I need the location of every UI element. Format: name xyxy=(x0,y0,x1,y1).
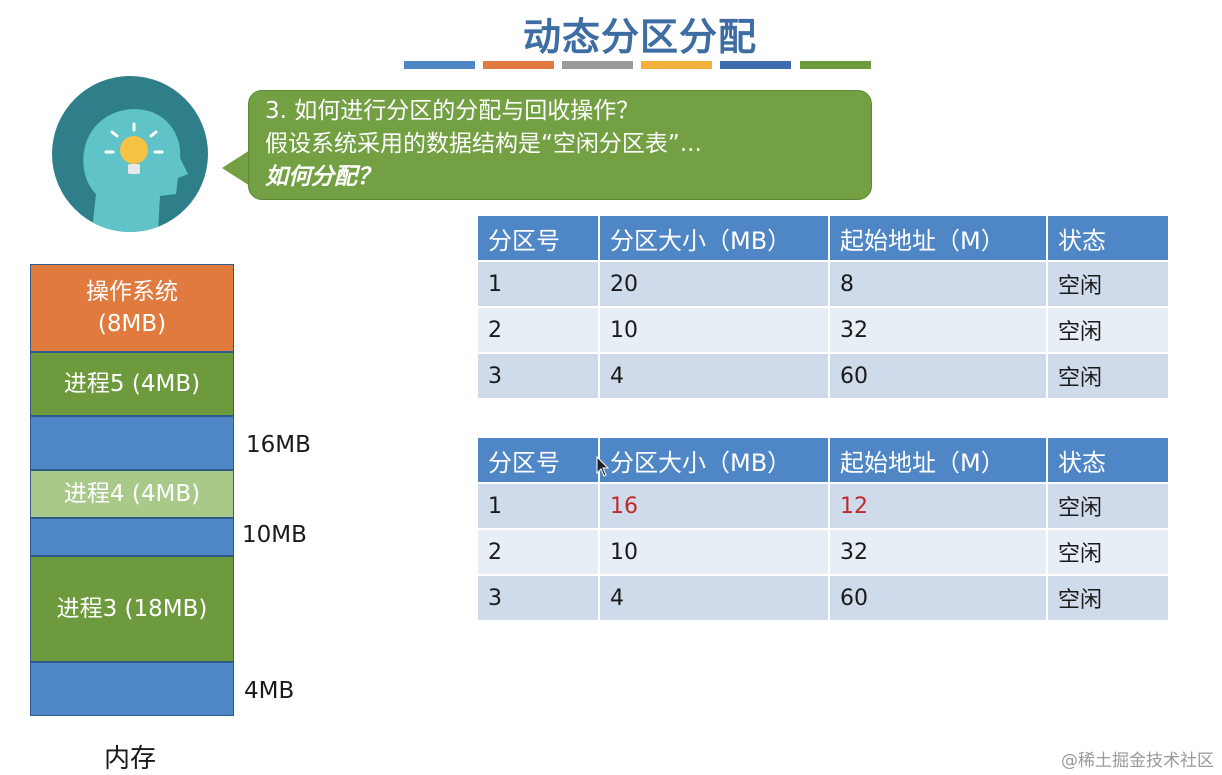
cell: 20 xyxy=(600,262,828,306)
free-partition-table-before: 分区号 分区大小（MB） 起始地址（M） 状态 1 20 8 空闲 2 10 3… xyxy=(476,214,1170,400)
bubble-line-3: 如何分配？ xyxy=(265,164,380,190)
cell: 空闲 xyxy=(1048,308,1168,352)
memory-caption: 内存 xyxy=(104,744,157,774)
free-size-label: 10MB xyxy=(242,522,307,548)
process3-label: 进程3 (18MB) xyxy=(56,596,208,622)
process4-label: 进程4 (4MB) xyxy=(63,481,201,507)
free-block-10mb xyxy=(30,518,234,556)
title-bar-2 xyxy=(483,61,554,69)
title-bar-5 xyxy=(720,61,791,69)
logo-watermark xyxy=(0,0,160,22)
cell-updated-address: 12 xyxy=(830,484,1046,528)
cell: 空闲 xyxy=(1048,262,1168,306)
header-partition-size: 分区大小（MB） xyxy=(600,438,828,482)
mouse-cursor-icon xyxy=(596,456,610,477)
cell: 2 xyxy=(478,308,598,352)
table-row: 1 16 12 空闲 xyxy=(478,484,1168,528)
header-status: 状态 xyxy=(1048,438,1168,482)
site-watermark: @稀土掘金技术社区 xyxy=(1061,751,1214,771)
cell: 3 xyxy=(478,354,598,398)
bubble-line-2: 假设系统采用的数据结构是“空闲分区表”... xyxy=(265,131,702,157)
title-bar-4 xyxy=(641,61,712,69)
free-block-4mb xyxy=(30,662,234,716)
cell: 4 xyxy=(600,576,828,620)
os-block: 操作系统 (8MB) xyxy=(30,264,234,352)
cell: 1 xyxy=(478,484,598,528)
cell: 空闲 xyxy=(1048,576,1168,620)
cell: 空闲 xyxy=(1048,484,1168,528)
process4-block: 进程4 (4MB) xyxy=(30,470,234,518)
cell: 32 xyxy=(830,530,1046,574)
header-partition-no: 分区号 xyxy=(478,438,598,482)
cell: 4 xyxy=(600,354,828,398)
cell: 3 xyxy=(478,576,598,620)
title-bar-1 xyxy=(404,61,475,69)
speech-bubble: 3. 如何进行分区的分配与回收操作？ 假设系统采用的数据结构是“空闲分区表”..… xyxy=(248,90,872,200)
bubble-line-1: 3. 如何进行分区的分配与回收操作？ xyxy=(265,98,640,124)
free-block-16mb xyxy=(30,416,234,470)
header-partition-size: 分区大小（MB） xyxy=(600,216,828,260)
cell: 60 xyxy=(830,354,1046,398)
table-row: 3 4 60 空闲 xyxy=(478,576,1168,620)
cell: 10 xyxy=(600,308,828,352)
page-title: 动态分区分配 xyxy=(522,15,757,59)
table-header-row: 分区号 分区大小（MB） 起始地址（M） 状态 xyxy=(478,216,1168,260)
free-size-label: 4MB xyxy=(244,678,295,704)
cell: 2 xyxy=(478,530,598,574)
cell: 10 xyxy=(600,530,828,574)
table-header-row: 分区号 分区大小（MB） 起始地址（M） 状态 xyxy=(478,438,1168,482)
os-label: 操作系统 xyxy=(86,279,178,305)
cell: 8 xyxy=(830,262,1046,306)
speech-bubble-tail xyxy=(222,150,250,186)
table-row: 2 10 32 空闲 xyxy=(478,530,1168,574)
process5-block: 进程5 (4MB) xyxy=(30,352,234,416)
cell: 60 xyxy=(830,576,1046,620)
header-partition-no: 分区号 xyxy=(478,216,598,260)
title-bar-3 xyxy=(562,61,633,69)
table-row: 2 10 32 空闲 xyxy=(478,308,1168,352)
cell: 1 xyxy=(478,262,598,306)
process5-label: 进程5 (4MB) xyxy=(63,371,201,397)
head-lightbulb-icon xyxy=(83,109,188,232)
cell-updated-size: 16 xyxy=(600,484,828,528)
free-size-label: 16MB xyxy=(246,432,311,458)
title-bar-6 xyxy=(800,61,871,69)
table-row: 1 20 8 空闲 xyxy=(478,262,1168,306)
cell: 空闲 xyxy=(1048,354,1168,398)
os-size: (8MB) xyxy=(97,311,167,337)
header-start-address: 起始地址（M） xyxy=(830,216,1046,260)
thinking-head-icon xyxy=(52,76,208,232)
cell: 32 xyxy=(830,308,1046,352)
header-status: 状态 xyxy=(1048,216,1168,260)
free-partition-table-after: 分区号 分区大小（MB） 起始地址（M） 状态 1 16 12 空闲 2 10 … xyxy=(476,436,1170,622)
header-start-address: 起始地址（M） xyxy=(830,438,1046,482)
table-row: 3 4 60 空闲 xyxy=(478,354,1168,398)
process3-block: 进程3 (18MB) xyxy=(30,556,234,662)
cell: 空闲 xyxy=(1048,530,1168,574)
